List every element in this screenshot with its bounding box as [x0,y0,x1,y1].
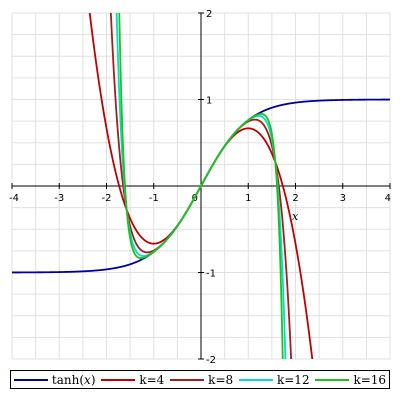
legend-label-k12: k=12 [276,372,310,387]
x-tick-label: -3 [54,193,64,204]
legend-label-k16: k=16 [353,372,387,387]
legend-label-k8: k=8 [208,372,234,387]
y-tick-label: -1 [206,269,216,280]
legend-swatch-k16 [315,378,350,381]
legend-label-tanh: tanh(x) [51,372,96,387]
x-tick-label: 4 [385,193,391,204]
x-tick-label: 3 [340,193,346,204]
series-lines [12,13,390,359]
legend-item-k4: k=4 [101,373,164,387]
x-tick-label: 2 [292,193,298,204]
legend-item-k8: k=8 [170,373,233,387]
legend-swatch-tanh [13,378,48,381]
x-axis-label: x [292,210,299,223]
x-tick-label: -2 [102,193,112,204]
legend: tanh(x) k=4 k=8 k=12 k=16 [10,370,390,389]
x-tick-label: 1 [245,193,251,204]
x-tick-label: -1 [149,193,159,204]
series-line-k16 [118,13,284,359]
y-tick-label: -2 [206,355,216,366]
legend-item-k16: k=16 [315,373,386,387]
legend-swatch-k12 [238,378,273,381]
legend-label-k4: k=4 [139,372,165,387]
y-tick-label: 1 [206,96,212,107]
y-tick-label: 2 [206,9,212,20]
legend-swatch-k4 [101,378,136,381]
x-tick-label: -4 [9,193,19,204]
legend-swatch-k8 [170,378,205,381]
legend-item-tanh: tanh(x) [13,372,96,387]
legend-item-k12: k=12 [238,372,310,387]
